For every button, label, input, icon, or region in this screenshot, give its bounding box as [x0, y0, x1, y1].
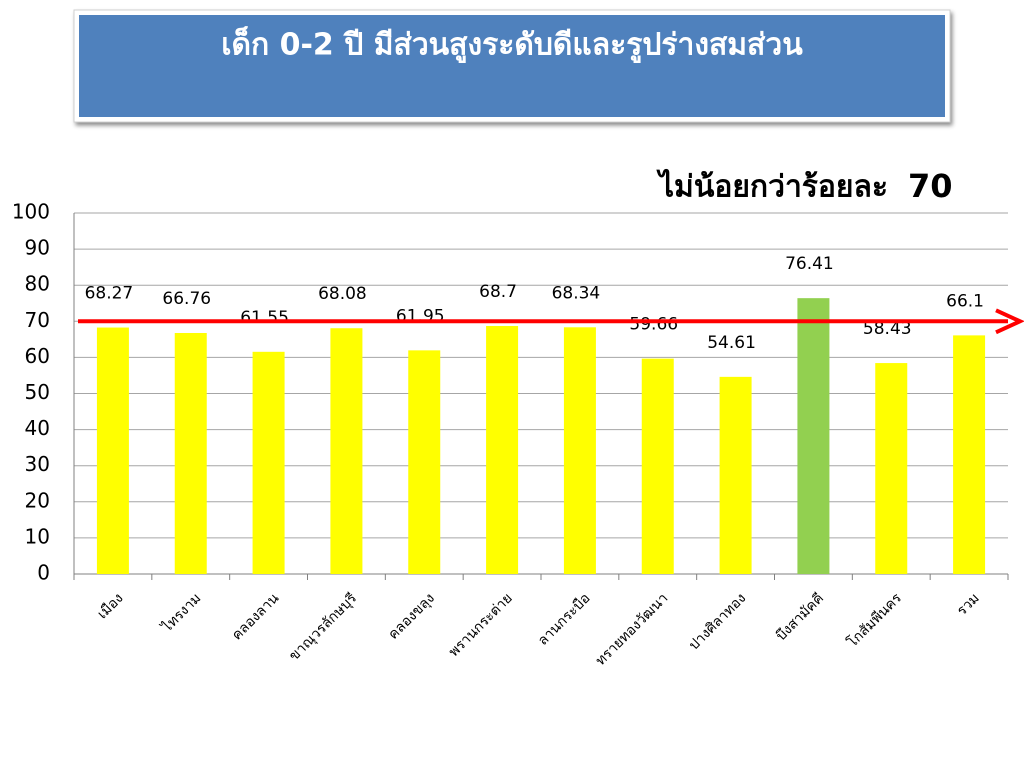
x-tick-label: ขาณุวรลักษบุรี	[286, 590, 360, 664]
y-tick-label: 70	[25, 308, 50, 332]
x-tick-label: คลองขลุง	[385, 590, 437, 642]
bar	[563, 327, 596, 574]
bar	[96, 327, 129, 574]
x-tick-label: ทรายทองวัฒนา	[593, 590, 672, 669]
annotation: ไม่น้อยกว่าร้อยละ	[656, 169, 888, 205]
x-tick-label: ปางศิลาทอง	[686, 590, 749, 653]
value-label: 59.66	[629, 315, 678, 335]
target-label: 70	[908, 167, 953, 205]
value-label: 68.7	[479, 282, 517, 302]
y-tick-label: 40	[25, 416, 50, 440]
bar	[641, 358, 674, 574]
value-label: 58.43	[863, 319, 912, 339]
bar	[330, 328, 363, 574]
value-label: 54.61	[707, 333, 756, 353]
y-tick-label: 90	[25, 236, 50, 260]
y-tick-label: 30	[25, 452, 50, 476]
y-tick-label: 10	[25, 524, 50, 548]
value-label: 68.08	[318, 284, 367, 304]
bar	[486, 325, 519, 574]
x-tick-label: คลองลาน	[229, 590, 282, 643]
bar	[875, 363, 908, 574]
y-tick-label: 60	[25, 344, 50, 368]
target-arrowhead	[995, 308, 1024, 335]
x-tick-label: ลานกระบือ	[535, 590, 594, 649]
title-box	[79, 15, 945, 117]
x-tick-label: พรานกระต่าย	[446, 590, 516, 660]
bar	[252, 351, 285, 574]
bar	[174, 332, 207, 574]
x-tick-label: บึงสามัคคี	[773, 590, 827, 644]
bar	[953, 335, 986, 574]
bar	[797, 298, 830, 574]
y-tick-label: 100	[12, 200, 50, 224]
bar	[719, 376, 752, 574]
y-tick-label: 80	[25, 272, 50, 296]
value-label: 61.55	[240, 308, 289, 328]
x-tick-label: รวม	[954, 590, 983, 619]
value-label: 66.1	[946, 291, 984, 311]
y-tick-label: 50	[25, 380, 50, 404]
value-label: 61.95	[396, 306, 445, 326]
x-tick-label: โกสัมพีนคร	[844, 589, 905, 650]
y-tick-label: 0	[37, 561, 50, 585]
x-tick-label: เมือง	[95, 590, 127, 622]
value-label: 68.34	[552, 283, 601, 303]
chart-title: เด็ก 0-2 ปี มีส่วนสูงระดับดีและรูปร่างสม…	[221, 26, 803, 64]
value-label: 76.41	[785, 254, 834, 274]
bar	[408, 350, 441, 574]
value-label: 68.27	[85, 284, 134, 304]
value-label: 66.76	[162, 289, 211, 309]
y-tick-label: 20	[25, 488, 50, 512]
x-tick-label: ไทรงาม	[158, 590, 204, 636]
